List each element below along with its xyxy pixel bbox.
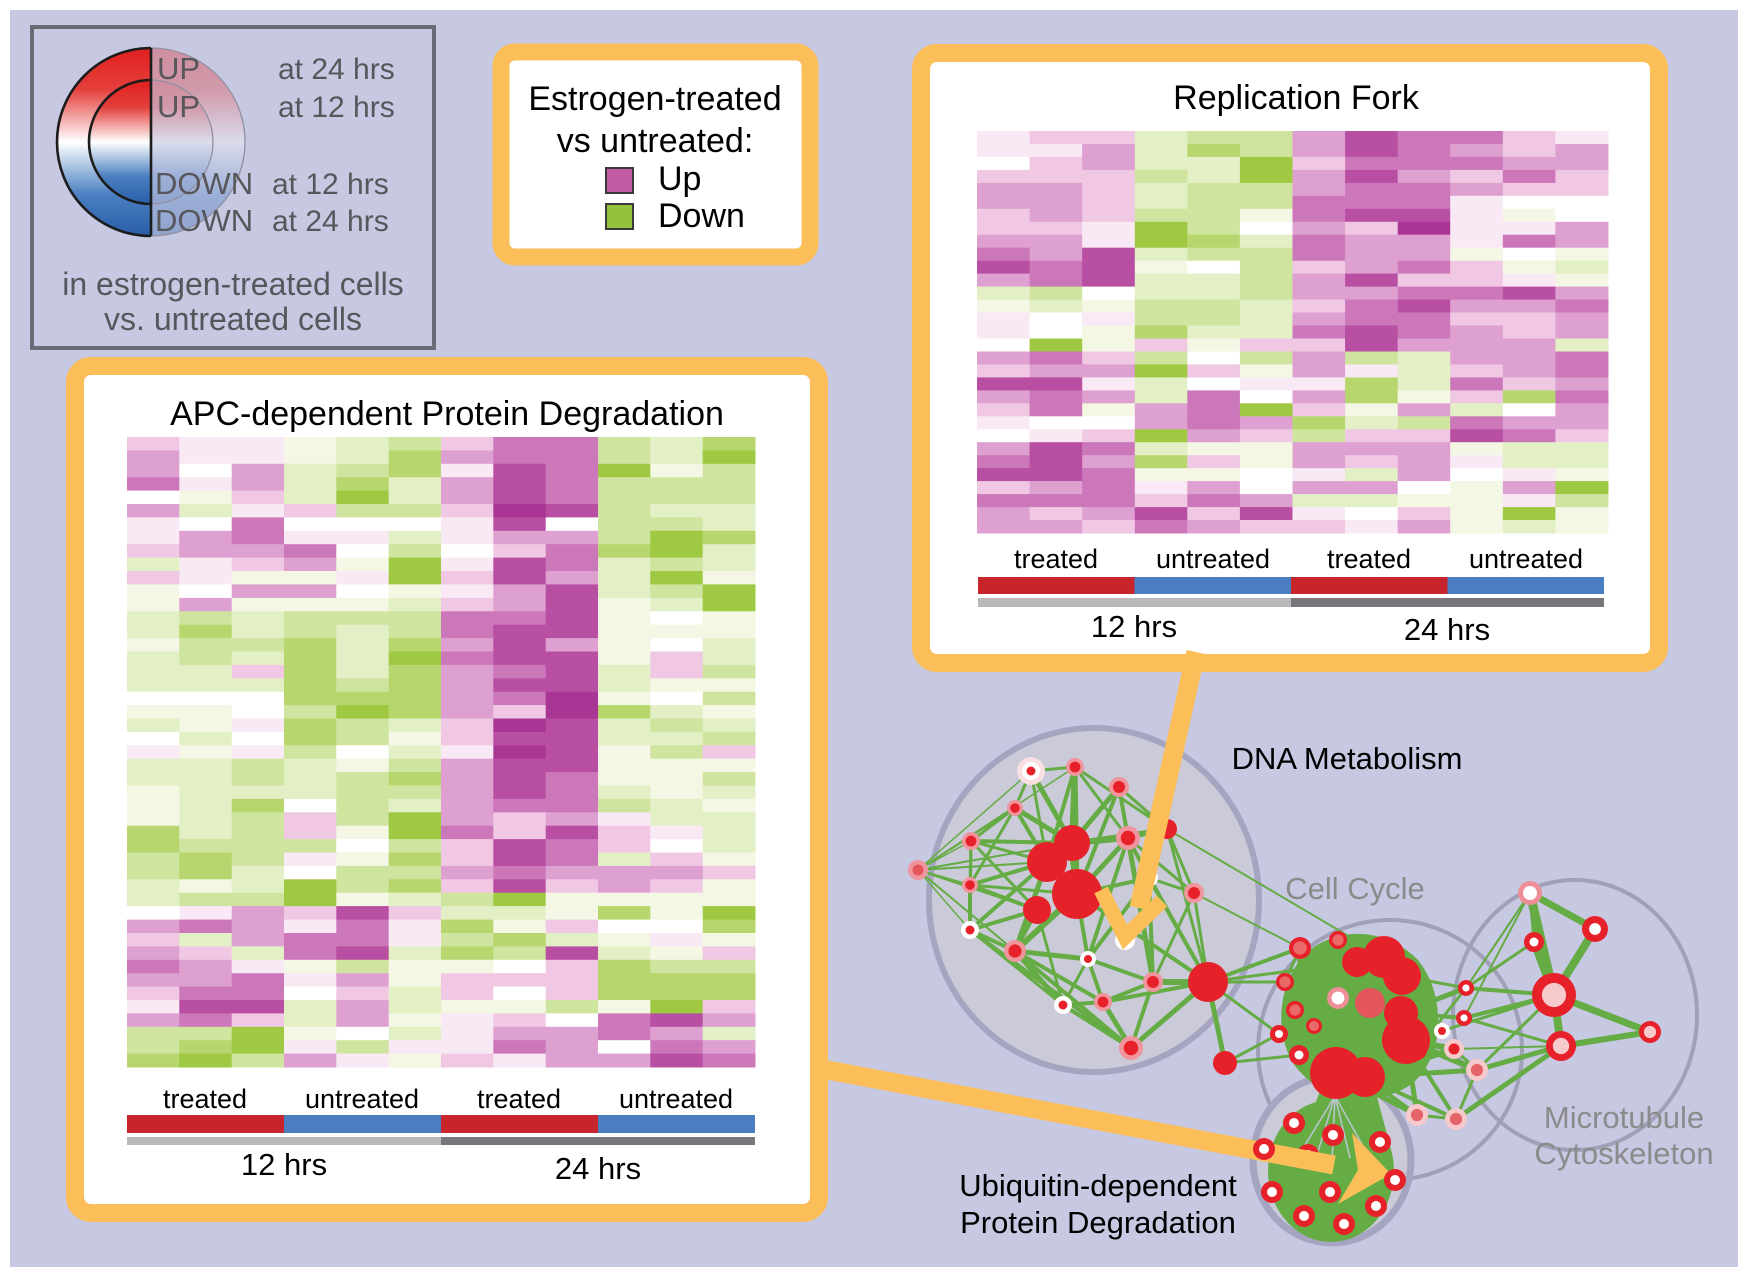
svg-text:Estrogen-treated: Estrogen-treated bbox=[528, 80, 781, 118]
svg-text:UP: UP bbox=[157, 51, 200, 86]
svg-text:treated: treated bbox=[163, 1084, 247, 1114]
svg-text:Down: Down bbox=[658, 197, 745, 235]
svg-text:untreated: untreated bbox=[1156, 544, 1270, 574]
svg-text:12 hrs: 12 hrs bbox=[241, 1147, 327, 1182]
svg-text:untreated: untreated bbox=[1469, 544, 1583, 574]
svg-text:treated: treated bbox=[1014, 544, 1098, 574]
svg-text:at 24 hrs: at 24 hrs bbox=[272, 205, 389, 238]
svg-text:vs. untreated cells: vs. untreated cells bbox=[104, 301, 362, 337]
svg-text:Up: Up bbox=[658, 160, 701, 198]
svg-text:at 12 hrs: at 12 hrs bbox=[278, 91, 395, 124]
svg-text:APC-dependent Protein Degradat: APC-dependent Protein Degradation bbox=[170, 395, 724, 433]
svg-text:UP: UP bbox=[157, 89, 200, 124]
svg-text:DNA Metabolism: DNA Metabolism bbox=[1232, 741, 1463, 776]
svg-text:DOWN: DOWN bbox=[155, 203, 253, 238]
svg-text:24 hrs: 24 hrs bbox=[555, 1151, 641, 1186]
svg-text:Microtubule: Microtubule bbox=[1544, 1100, 1704, 1135]
svg-text:Ubiquitin-dependent: Ubiquitin-dependent bbox=[959, 1168, 1237, 1203]
svg-text:treated: treated bbox=[1327, 544, 1411, 574]
svg-text:at 24 hrs: at 24 hrs bbox=[278, 53, 395, 86]
svg-text:Protein Degradation: Protein Degradation bbox=[960, 1205, 1236, 1240]
svg-text:untreated: untreated bbox=[619, 1084, 733, 1114]
svg-text:vs untreated:: vs untreated: bbox=[557, 122, 754, 160]
svg-text:Cytoskeleton: Cytoskeleton bbox=[1534, 1136, 1713, 1171]
svg-text:DOWN: DOWN bbox=[155, 166, 253, 201]
svg-text:24 hrs: 24 hrs bbox=[1404, 612, 1490, 647]
svg-text:untreated: untreated bbox=[305, 1084, 419, 1114]
svg-text:Replication Fork: Replication Fork bbox=[1173, 79, 1420, 117]
svg-text:treated: treated bbox=[477, 1084, 561, 1114]
svg-text:in estrogen-treated cells: in estrogen-treated cells bbox=[62, 266, 404, 302]
svg-text:Cell Cycle: Cell Cycle bbox=[1285, 871, 1425, 906]
svg-text:at 12 hrs: at 12 hrs bbox=[272, 168, 389, 201]
svg-text:12 hrs: 12 hrs bbox=[1091, 609, 1177, 644]
